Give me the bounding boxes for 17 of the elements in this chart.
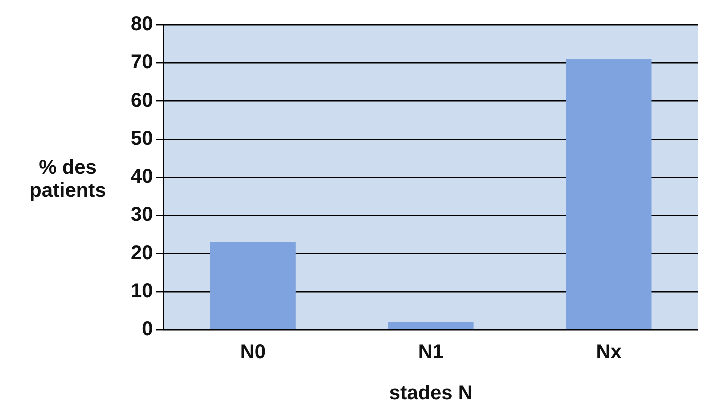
bar bbox=[566, 58, 652, 329]
bar bbox=[388, 322, 474, 329]
x-tick-label: N0 bbox=[240, 341, 266, 364]
bar bbox=[210, 242, 296, 329]
y-tick-label: 70 bbox=[130, 51, 154, 74]
y-tick-label: 10 bbox=[130, 280, 154, 302]
x-tick-label: N1 bbox=[418, 341, 444, 364]
y-tick-label: 0 bbox=[142, 318, 154, 340]
x-tick-label: Nx bbox=[596, 341, 622, 364]
y-tick-label: 20 bbox=[130, 242, 154, 264]
x-axis-title: stades N bbox=[389, 382, 473, 404]
y-tick-label: 80 bbox=[130, 13, 154, 36]
y-tick-label: 60 bbox=[130, 89, 154, 112]
y-axis-title: % des patients bbox=[28, 156, 108, 202]
y-tick-label: 40 bbox=[130, 166, 154, 188]
y-tick-label: 50 bbox=[130, 127, 154, 150]
y-tick-label: 30 bbox=[130, 204, 154, 226]
